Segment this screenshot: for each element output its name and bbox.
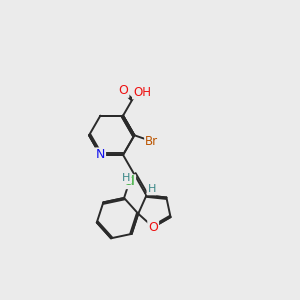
- Text: H: H: [122, 173, 130, 184]
- Text: Cl: Cl: [124, 175, 135, 188]
- Text: N: N: [96, 148, 105, 161]
- Text: O: O: [148, 221, 158, 234]
- Text: Br: Br: [145, 135, 158, 148]
- Text: OH: OH: [133, 85, 151, 99]
- Text: H: H: [148, 184, 156, 194]
- Text: O: O: [118, 84, 128, 97]
